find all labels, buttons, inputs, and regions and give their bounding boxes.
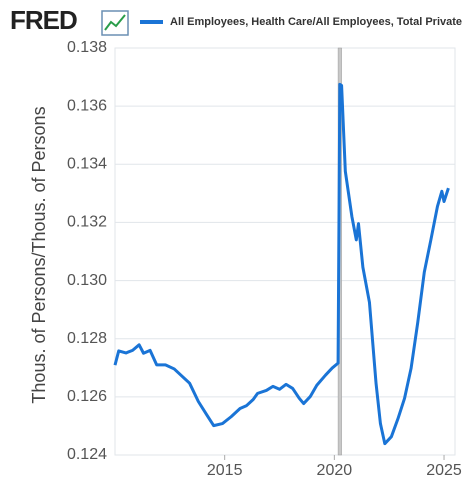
plot-area	[114, 47, 456, 456]
y-tick-label: 0.136	[67, 97, 107, 114]
legend-label: All Employees, Health Care/All Employees…	[170, 16, 462, 28]
y-tick-label: 0.132	[67, 214, 107, 231]
y-tick-label: 0.130	[67, 272, 107, 289]
y-tick-label: 0.128	[67, 330, 107, 347]
logo: FRED	[10, 5, 77, 35]
x-tick-label: 2015	[207, 462, 243, 479]
y-tick-label: 0.124	[67, 446, 107, 463]
logo-icon	[101, 10, 129, 36]
data-line	[113, 82, 450, 446]
y-axis-label: Thous. of Persons/Thous. of Persons	[29, 106, 49, 403]
x-tick-label: 2020	[317, 462, 353, 479]
y-tick-label: 0.134	[67, 156, 107, 173]
y-tick-label: 0.126	[67, 388, 107, 405]
y-tick-label: 0.138	[67, 39, 107, 56]
x-tick-label: 2025	[426, 462, 462, 479]
